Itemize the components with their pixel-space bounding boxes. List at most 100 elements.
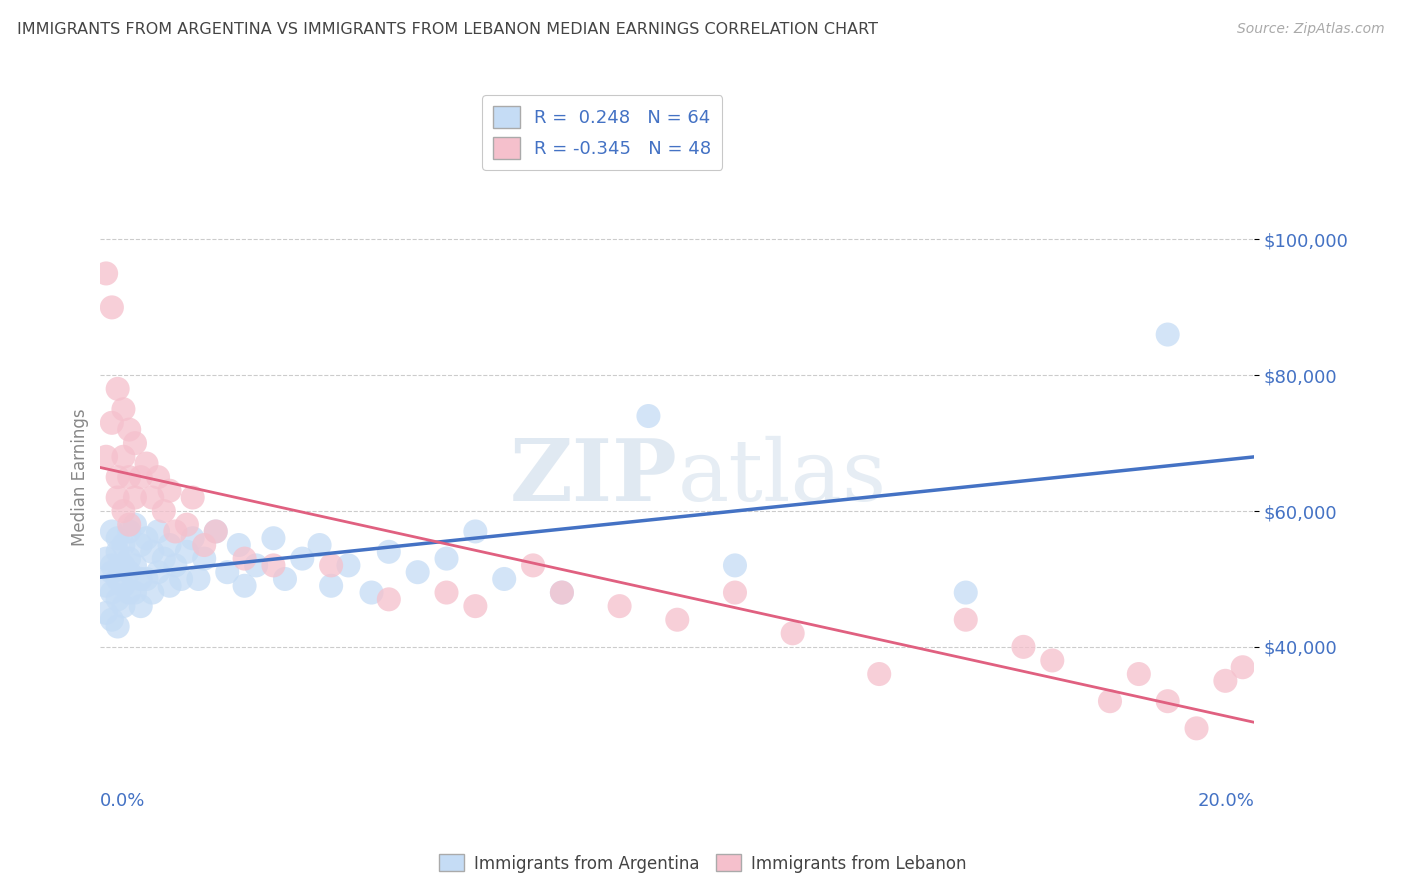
Point [112,579,135,593]
Point [1128,667,1150,681]
Point [146,565,169,579]
Point [101,585,124,599]
Point [165,524,187,539]
Point [551,585,574,599]
Point [159,579,181,593]
Point [321,558,343,573]
Point [118,551,141,566]
Text: atlas: atlas [678,435,886,519]
Point [204,524,226,539]
Point [1185,722,1208,736]
Point [101,416,124,430]
Point [551,585,574,599]
Point [101,558,124,573]
Point [94,551,117,566]
Point [135,531,157,545]
Point [262,531,284,545]
Point [1156,694,1178,708]
Point [112,450,135,464]
Point [101,565,124,579]
Point [181,491,204,505]
Point [204,524,226,539]
Point [262,558,284,573]
Point [94,606,117,620]
Point [955,613,977,627]
Point [1040,653,1063,667]
Point [1012,640,1035,654]
Point [146,524,169,539]
Point [176,517,198,532]
Point [1156,327,1178,342]
Point [233,551,256,566]
Point [176,545,198,559]
Text: 20.0%: 20.0% [1198,792,1254,811]
Point [118,470,141,484]
Point [101,613,124,627]
Point [868,667,890,681]
Point [153,504,176,518]
Point [124,436,146,450]
Point [112,538,135,552]
Point [112,402,135,417]
Point [129,599,152,614]
Point [107,382,129,396]
Point [118,565,141,579]
Point [724,585,747,599]
Point [187,572,209,586]
Point [170,572,193,586]
Point [107,470,129,484]
Point [1098,694,1121,708]
Point [165,558,187,573]
Point [378,592,401,607]
Point [406,565,429,579]
Point [118,423,141,437]
Point [124,517,146,532]
Point [1215,673,1237,688]
Point [609,599,631,614]
Point [146,470,169,484]
Point [124,491,146,505]
Point [233,579,256,593]
Point [321,579,343,593]
Point [153,551,176,566]
Point [107,545,129,559]
Point [159,538,181,552]
Point [436,551,458,566]
Point [129,572,152,586]
Point [522,558,544,573]
Point [112,599,135,614]
Point [955,585,977,599]
Y-axis label: Median Earnings: Median Earnings [72,409,89,546]
Point [378,545,401,559]
Point [181,531,204,545]
Point [129,470,152,484]
Point [724,558,747,573]
Point [141,545,163,559]
Point [291,551,314,566]
Point [494,572,516,586]
Point [666,613,689,627]
Point [782,626,804,640]
Point [124,585,146,599]
Point [217,565,239,579]
Text: 0.0%: 0.0% [100,792,146,811]
Point [107,619,129,633]
Point [124,558,146,573]
Point [360,585,382,599]
Point [274,572,297,586]
Point [245,558,267,573]
Point [118,517,141,532]
Point [94,267,117,281]
Legend: R =  0.248   N = 64, R = -0.345   N = 48: R = 0.248 N = 64, R = -0.345 N = 48 [482,95,723,169]
Point [94,579,117,593]
Point [193,538,215,552]
Point [107,531,129,545]
Point [118,585,141,599]
Point [118,524,141,539]
Point [464,524,486,539]
Point [637,409,659,423]
Point [107,491,129,505]
Point [112,558,135,573]
Point [101,301,124,315]
Point [464,599,486,614]
